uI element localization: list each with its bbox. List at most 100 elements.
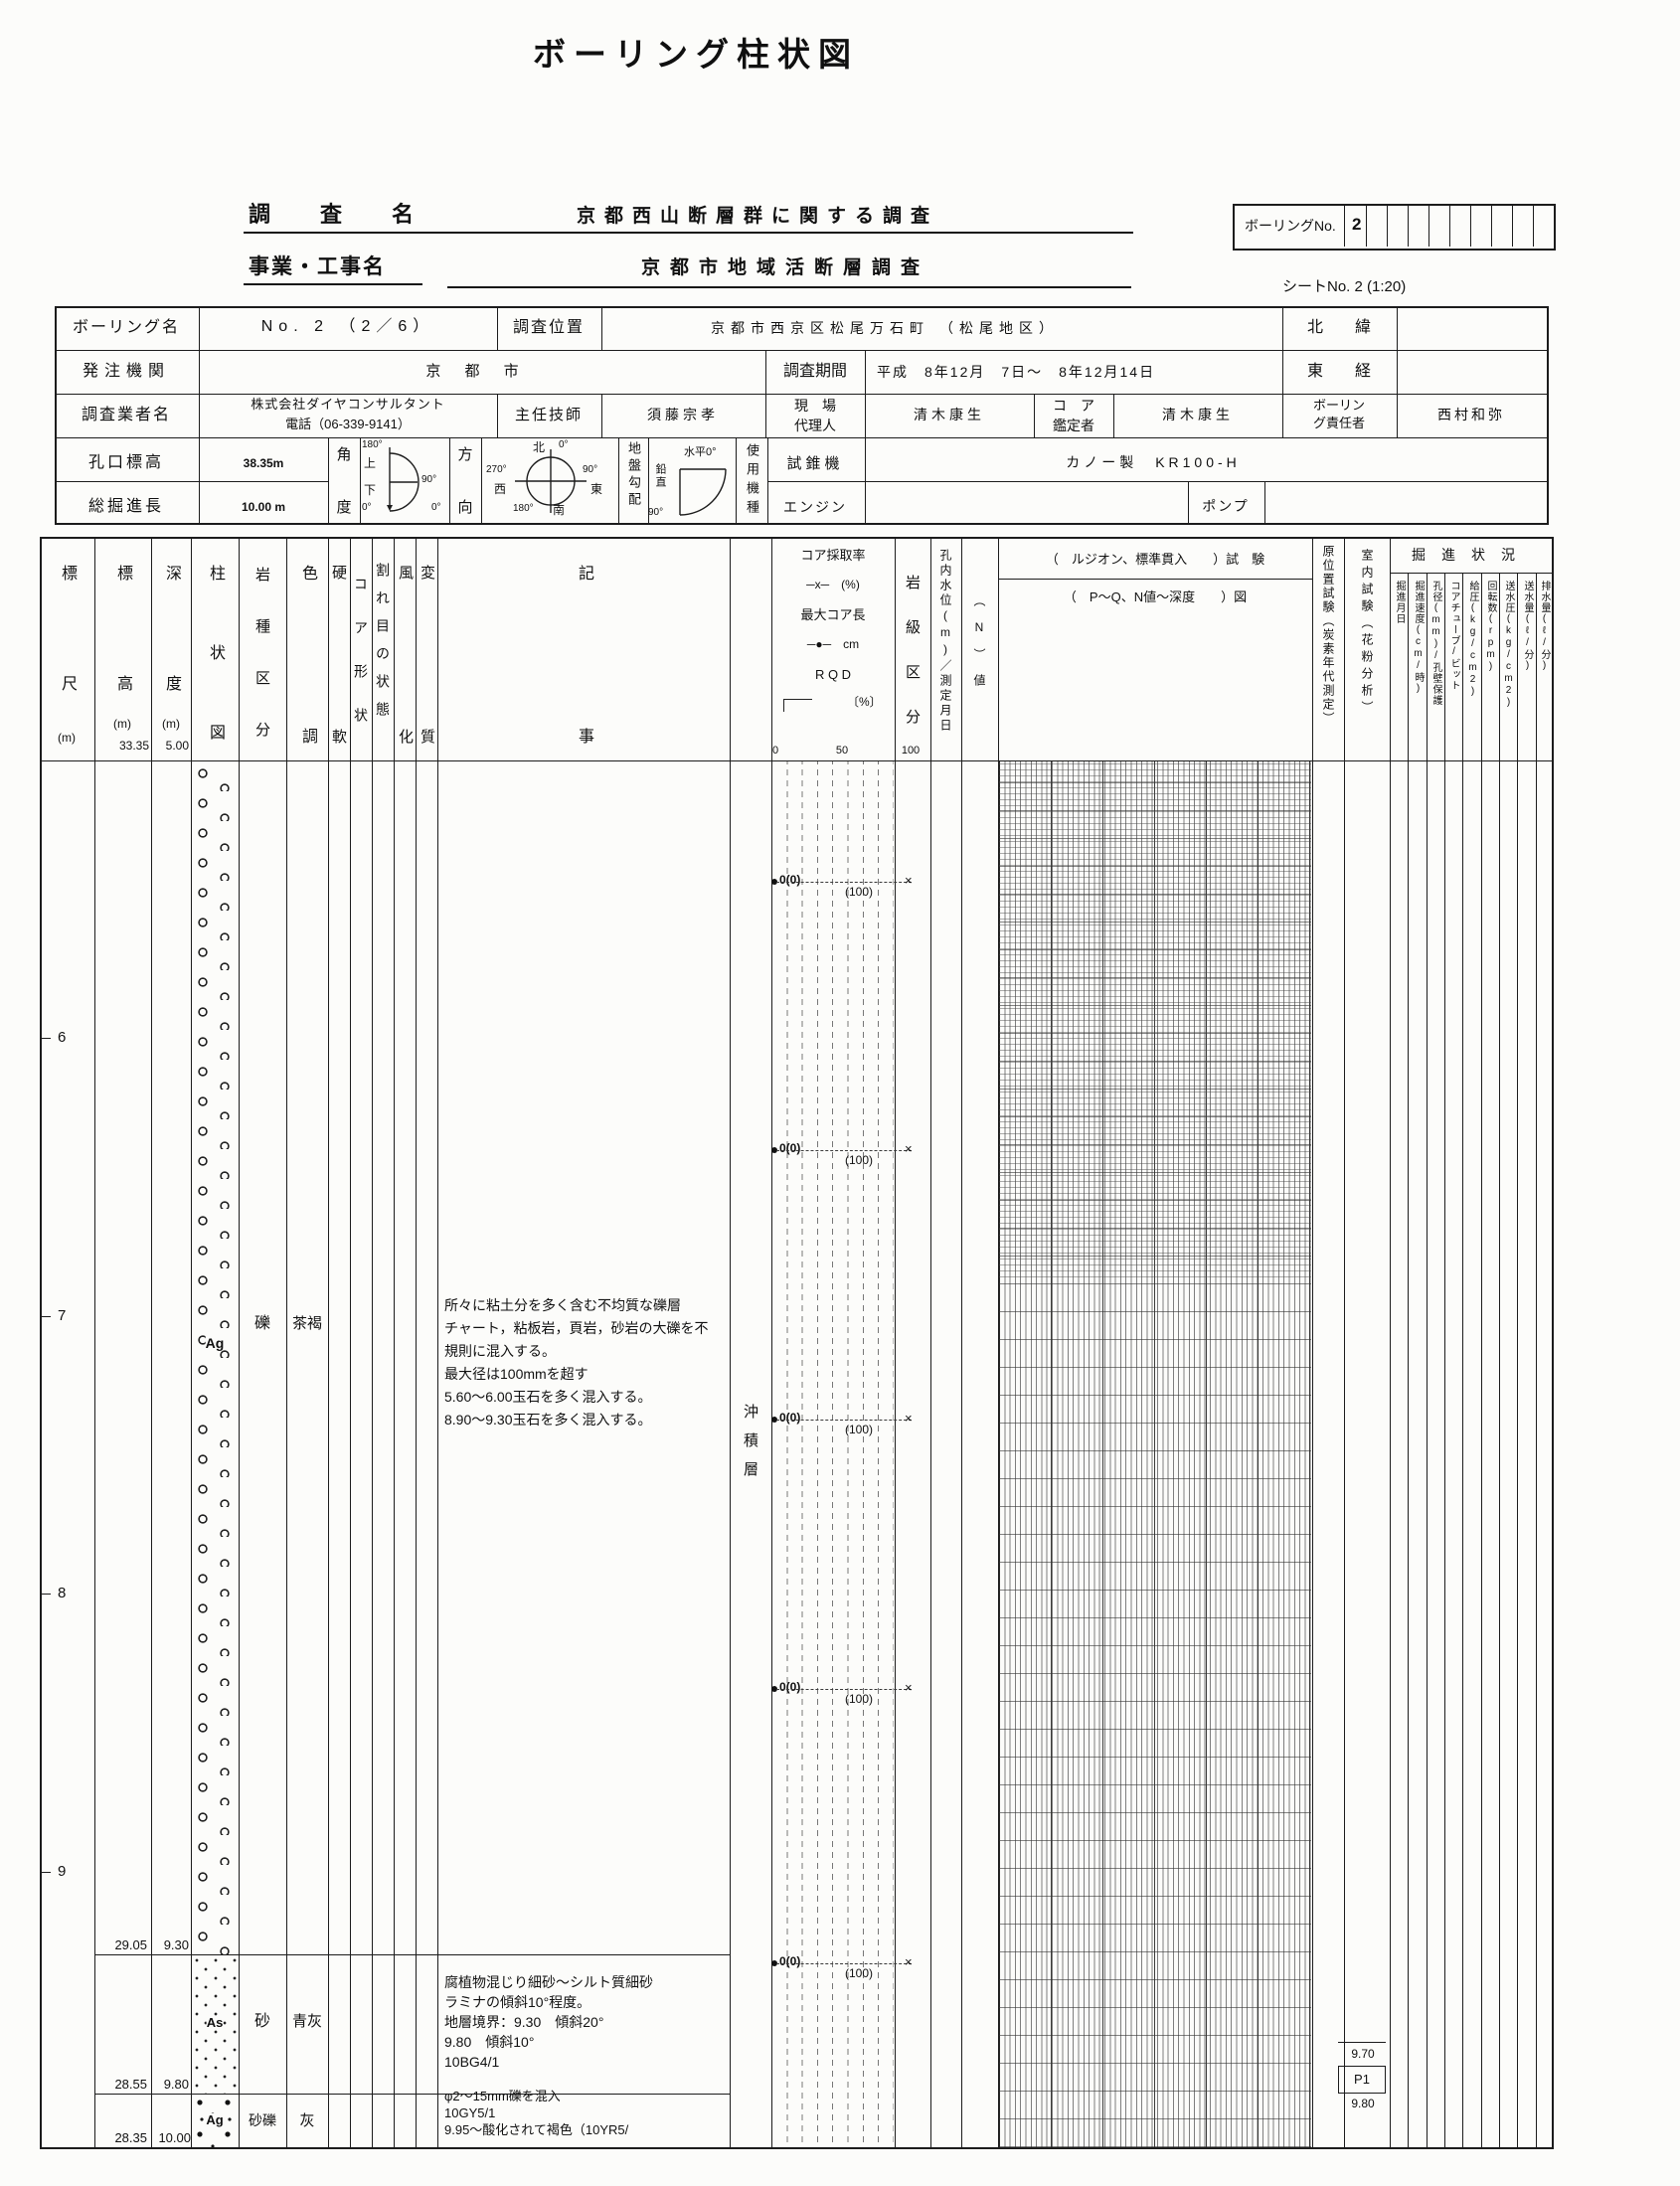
divider [865, 350, 866, 523]
divider [1491, 204, 1492, 247]
core-marker-right-value: (100) [845, 885, 874, 899]
boundary-elev: 29.05 [114, 1937, 147, 1952]
soil-color: 茶褐 [291, 1315, 323, 1332]
strata-pattern-gravel [192, 761, 238, 1954]
divider [416, 537, 417, 2147]
divider [767, 437, 768, 523]
divider [618, 437, 619, 523]
core-marker-left-value: 0(0) [779, 873, 801, 887]
boundary-elev: 28.35 [114, 2130, 147, 2145]
location-label: 調査位置 [512, 319, 586, 336]
geologic-era-label: 沖積層 [742, 1404, 758, 1490]
remarks-line: 10GY5/1 [444, 2105, 496, 2120]
divider [1390, 537, 1391, 2147]
boundary-depth: 9.30 [163, 1937, 189, 1952]
divider [648, 437, 649, 523]
core-marker-line [776, 1963, 912, 1964]
drill-machine-value: カノー製 KR100-H [1066, 454, 1241, 470]
divider [191, 537, 192, 2147]
core-inspector-label-1: コ ア [1053, 398, 1094, 414]
remarks-line: 腐植物混じり細砂〜シルト質細砂 [444, 1974, 653, 1990]
divider [40, 2147, 1554, 2149]
col-hardness: 硬軟 [330, 565, 347, 893]
divider [1512, 204, 1513, 247]
remarks-line: 規則に混入する。 [444, 1343, 556, 1359]
mouth-elevation-label: 孔口標高 [87, 454, 165, 471]
core-marker-right-value: (100) [845, 1423, 874, 1436]
divider [1188, 481, 1189, 523]
sample-tick-line [1338, 2042, 1386, 2043]
soil-color: 灰 [299, 2112, 315, 2129]
core-marker-line [776, 1150, 912, 1151]
remarks-line: φ2〜15mm礫を混入 [444, 2089, 561, 2103]
divider [1366, 204, 1367, 247]
angle-up-label: 上 [364, 456, 377, 470]
machine-group-label: 使用機種 [745, 443, 759, 519]
divider [55, 481, 328, 482]
col-core-shape: コア形状 [353, 577, 369, 752]
divider [1408, 573, 1409, 2147]
core-inspector-value: 清木康生 [1162, 407, 1234, 422]
compass-south-label: 南 [553, 503, 566, 517]
sample-depth-bottom: 9.80 [1351, 2097, 1375, 2110]
soil-type: 砂礫 [249, 2112, 276, 2128]
remarks-block-gravel: 所々に粘土分を多く含む不均質な礫層 チャート，粘板岩，頁岩，砂岩の大礫を不 規則… [444, 1294, 708, 1431]
survey-name-label: 調 査 名 [249, 202, 428, 227]
chief-engineer-value: 須藤宗孝 [647, 407, 719, 422]
east-longitude-label: 東 経 [1306, 363, 1372, 380]
total-length-value: 10.00 m [241, 500, 286, 514]
contractor-label: 調査業者名 [81, 407, 172, 423]
divider [730, 537, 731, 2147]
divider [497, 306, 498, 350]
pump-label: ポンプ [1202, 498, 1250, 514]
col-soil: 岩種区分 [253, 567, 270, 773]
core-marker-line [776, 882, 912, 883]
depth-tick [41, 1872, 51, 1873]
divider [1113, 394, 1114, 437]
divider [449, 437, 450, 523]
boring-name-value: No. 2 （2／6） [260, 318, 435, 335]
compass-west-deg: 270° [486, 464, 507, 475]
divider [55, 437, 1549, 438]
divider [1533, 204, 1534, 247]
divider [1499, 573, 1500, 2147]
compass-west-label: 西 [494, 482, 507, 496]
direction-label-bottom: 向 [457, 499, 473, 516]
core-rate-gridlines [772, 761, 894, 2147]
col-alteration: 変質 [419, 565, 435, 893]
col-hole-diameter: 孔径(mm)/孔壁保護 [1430, 581, 1441, 706]
divider [328, 537, 329, 2147]
angle-90-label: 90° [421, 474, 437, 485]
client-value: 京 都 市 [425, 363, 529, 380]
boring-no-value: 2 [1352, 215, 1362, 234]
divider [497, 394, 498, 437]
boring-name-label: ボーリング名 [72, 319, 181, 336]
core-marker-left-value: 0(0) [779, 1141, 801, 1155]
divider [239, 537, 240, 2147]
depth-start-value: 5.00 [165, 739, 189, 753]
col-depth-unit: (m) [162, 717, 180, 731]
core-inspector-label-2: 鑑定者 [1053, 418, 1094, 433]
project-value-underline [447, 286, 1131, 288]
core-rate-line-2: ─x─ (%) [806, 578, 860, 591]
core-scale-0: 0 [771, 745, 779, 757]
project-name-value: 京都市地域活断層調査 [640, 257, 930, 278]
col-water-discharge: 排水量(ℓ/分) [1539, 581, 1550, 672]
angle-dial-figure [387, 447, 420, 512]
col-elev-unit: (m) [113, 717, 131, 731]
site-agent-label-2: 代理人 [794, 418, 836, 433]
divider [1387, 204, 1388, 247]
divider [1536, 573, 1537, 2147]
divider [437, 537, 438, 2147]
site-agent-label-1: 現 場 [794, 398, 836, 414]
divider [930, 537, 931, 2147]
divider [151, 537, 152, 2147]
divider [1428, 204, 1429, 247]
divider [1034, 394, 1035, 437]
col-rotation: 回転数(rpm) [1485, 581, 1496, 673]
col-n-value: （N）値 [972, 594, 986, 700]
slope-vertical-label: 鉛直 [654, 463, 666, 489]
angle-label-top: 角 [336, 446, 352, 463]
divider [481, 437, 482, 523]
compass-north-label: 北 [533, 440, 546, 454]
